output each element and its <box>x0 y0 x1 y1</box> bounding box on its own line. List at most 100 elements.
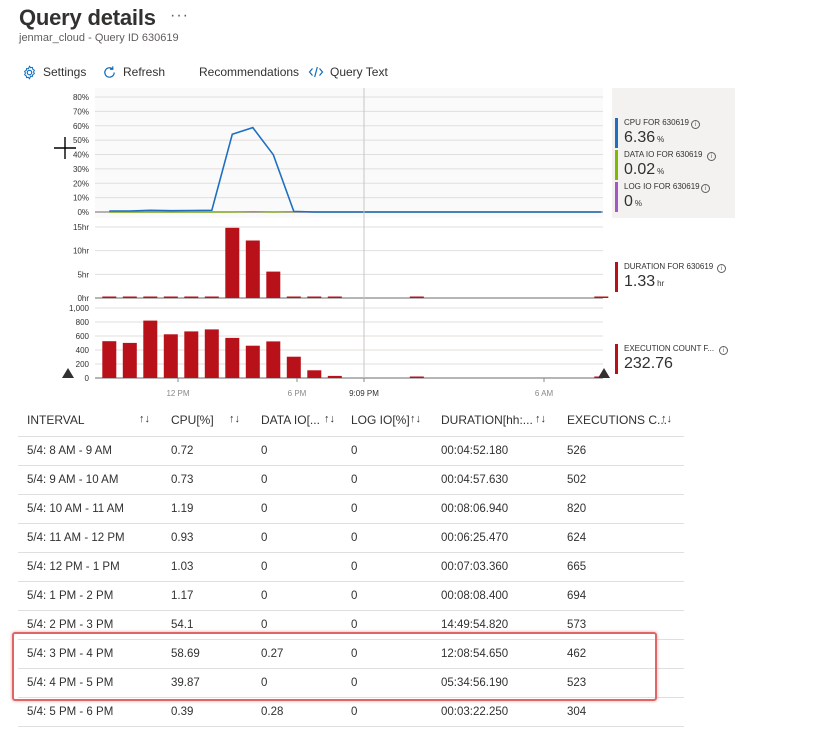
code-icon <box>308 66 324 78</box>
range-end-handle[interactable] <box>598 368 610 378</box>
table-cell: 462 <box>567 648 587 660</box>
info-icon[interactable]: i <box>691 120 700 129</box>
x-tick-label: 6 PM <box>288 389 307 398</box>
table-cell: 5/4: 1 PM - 2 PM <box>27 590 114 602</box>
sort-icon[interactable]: ↑↓ <box>324 413 335 425</box>
charts-svg[interactable]: 80% 70% 60% 50% 40% 30% 20% 10% 0% 15hr 10hr 5hr 0hr… <box>0 88 840 400</box>
bar <box>122 296 137 298</box>
table-cell: 502 <box>567 474 587 486</box>
bar <box>286 356 301 378</box>
info-icon[interactable]: i <box>701 184 710 193</box>
query-text-button[interactable]: Query Text <box>308 62 388 82</box>
sort-icon[interactable]: ↑↓ <box>661 413 672 425</box>
table-cell: 0 <box>351 648 358 660</box>
table-row[interactable]: 5/4: 4 PM - 5 PM 39.87 0 0 05:34:56.190 523 <box>18 669 684 698</box>
legend-data-io-label: DATA IO FOR 630619 <box>624 150 703 159</box>
table-cell: 0 <box>351 503 358 515</box>
charts-panel[interactable]: 80% 70% 60% 50% 40% 30% 20% 10% 0% 15hr 10hr 5hr 0hr… <box>0 88 840 400</box>
column-header-data-io[interactable]: DATA IO[... <box>261 413 320 427</box>
table-cell: 00:06:25.470 <box>441 532 509 544</box>
table-row[interactable]: 5/4: 1 PM - 2 PM 1.17 0 0 00:08:08.400 694 <box>18 582 684 611</box>
page-subtitle: jenmar_cloud - Query ID 630619 <box>19 32 179 44</box>
table-row[interactable]: 5/4: 5 PM - 6 PM 0.39 0.28 0 00:03:22.250 304 <box>18 698 684 727</box>
y-tick-label: 600 <box>76 332 90 341</box>
refresh-button[interactable]: Refresh <box>102 62 165 82</box>
info-icon[interactable]: i <box>719 346 728 355</box>
y-tick-label: 0 <box>85 374 90 383</box>
refresh-icon <box>104 65 115 78</box>
table-cell: 1.19 <box>171 503 194 515</box>
y-tick-label: 800 <box>76 318 90 327</box>
legend-data-io-value: 0.02% <box>624 161 665 178</box>
bar <box>163 296 178 298</box>
x-tick-label: 6 AM <box>535 389 554 398</box>
table-cell: 58.69 <box>171 648 200 660</box>
column-header-duration[interactable]: DURATION[hh:... <box>441 413 533 427</box>
bar <box>204 329 219 378</box>
table-cell: 0 <box>261 561 268 573</box>
more-options-icon[interactable]: ··· <box>170 7 189 24</box>
y-tick-label: 10hr <box>73 247 89 256</box>
info-icon[interactable]: i <box>717 264 726 273</box>
table-cell: 0 <box>351 677 358 689</box>
range-start-handle[interactable] <box>62 368 74 378</box>
table-cell: 526 <box>567 445 587 457</box>
table-cell: 0 <box>261 619 268 631</box>
table-cell: 0.93 <box>171 532 194 544</box>
sort-icon[interactable]: ↑↓ <box>535 413 546 425</box>
y-tick-label: 400 <box>76 346 90 355</box>
table-cell: 0.72 <box>171 445 194 457</box>
legend-log-io-value: 0% <box>624 193 643 210</box>
sort-icon[interactable]: ↑↓ <box>229 413 240 425</box>
bar <box>102 296 117 298</box>
page-title: Query details <box>19 5 156 30</box>
column-header-cpu[interactable]: CPU[%] <box>171 413 214 427</box>
table-cell: 00:07:03.360 <box>441 561 509 573</box>
bar <box>266 341 281 378</box>
table-row[interactable]: 5/4: 8 AM - 9 AM 0.72 0 0 00:04:52.180 526 <box>18 437 684 466</box>
table-cell: 00:08:08.400 <box>441 590 509 602</box>
table-row[interactable]: 5/4: 9 AM - 10 AM 0.73 0 0 00:04:57.630 502 <box>18 466 684 495</box>
legend-executions-label: EXECUTION COUNT F... <box>624 344 715 353</box>
column-header-log-io[interactable]: LOG IO[%] <box>351 413 410 427</box>
table-row[interactable]: 5/4: 3 PM - 4 PM 58.69 0.27 0 12:08:54.650 46… <box>18 640 684 669</box>
bar <box>163 334 178 378</box>
bar <box>143 296 158 298</box>
table-cell: 820 <box>567 503 587 515</box>
table-cell: 1.03 <box>171 561 194 573</box>
table-cell: 0 <box>351 706 358 718</box>
table-row[interactable]: 5/4: 11 AM - 12 PM 0.93 0 0 00:06:25.470 624 <box>18 524 684 553</box>
refresh-label: Refresh <box>123 65 166 79</box>
legend-log-io-swatch <box>615 182 618 212</box>
table-cell: 00:04:57.630 <box>441 474 509 486</box>
table-row[interactable]: 5/4: 2 PM - 3 PM 54.1 0 0 14:49:54.820 573 <box>18 611 684 640</box>
y-tick-label: 0% <box>77 208 89 217</box>
table-cell: 5/4: 10 AM - 11 AM <box>27 503 124 515</box>
y-tick-label: 50% <box>73 136 89 145</box>
recommendations-button[interactable]: Recommendations <box>199 62 299 82</box>
bar <box>594 296 609 298</box>
table-cell: 5/4: 5 PM - 6 PM <box>27 706 114 718</box>
recommendations-label: Recommendations <box>199 65 300 79</box>
column-header-interval[interactable]: INTERVAL <box>27 413 85 427</box>
y-tick-label: 70% <box>73 107 89 116</box>
sort-icon[interactable]: ↑↓ <box>139 413 150 425</box>
table-cell: 1.17 <box>171 590 194 602</box>
settings-button[interactable]: Settings <box>22 62 86 82</box>
y-tick-label: 10% <box>73 194 89 203</box>
table-row[interactable]: 5/4: 12 PM - 1 PM 1.03 0 0 00:07:03.360 665 <box>18 553 684 582</box>
info-icon[interactable]: i <box>707 152 716 161</box>
y-tick-label: 15hr <box>73 223 89 232</box>
table-cell: 0 <box>351 590 358 602</box>
column-header-executions[interactable]: EXECUTIONS C... <box>567 413 668 427</box>
table-cell: 5/4: 4 PM - 5 PM <box>27 677 114 689</box>
table-cell: 665 <box>567 561 587 573</box>
sort-icon[interactable]: ↑↓ <box>410 413 421 425</box>
table-cell: 0.73 <box>171 474 194 486</box>
table-row[interactable]: 5/4: 10 AM - 11 AM 1.19 0 0 00:08:06.940 820 <box>18 495 684 524</box>
table-cell: 5/4: 8 AM - 9 AM <box>27 445 113 457</box>
table-cell: 0 <box>351 532 358 544</box>
bar <box>409 376 424 378</box>
legend-cpu-value: 6.36% <box>624 129 665 146</box>
bar <box>286 296 301 298</box>
